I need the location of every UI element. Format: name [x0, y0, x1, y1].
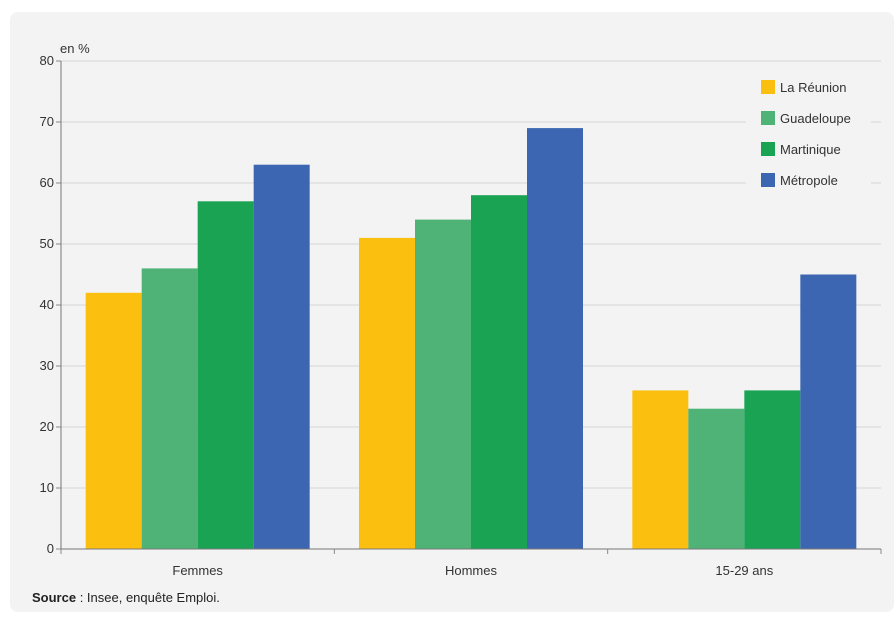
y-tick-label: 10 — [40, 480, 54, 495]
y-tick-label: 30 — [40, 358, 54, 373]
bar — [141, 268, 198, 549]
x-tick-label: Femmes — [172, 563, 223, 578]
legend-label: Martinique — [780, 142, 841, 157]
bar — [471, 195, 527, 549]
x-tick-label: Hommes — [445, 563, 498, 578]
legend-label: Guadeloupe — [780, 111, 851, 126]
bar — [415, 219, 471, 549]
y-tick-label: 70 — [40, 114, 54, 129]
y-tick-label: 80 — [40, 53, 54, 68]
y-tick-label: 20 — [40, 419, 54, 434]
legend-label: La Réunion — [780, 80, 847, 95]
bar — [197, 201, 254, 550]
bar — [688, 408, 745, 549]
x-axis-ticks: Femmes Hommes 15-29 ans — [60, 549, 882, 578]
y-tick-label: 50 — [40, 236, 54, 251]
bar — [800, 274, 857, 549]
bar — [359, 237, 415, 549]
legend-swatch — [761, 173, 775, 187]
bar — [253, 164, 310, 549]
source-label: Source — [32, 590, 77, 605]
bar — [632, 390, 689, 549]
y-tick-label: 40 — [40, 297, 54, 312]
axes — [60, 61, 881, 550]
bar — [744, 390, 801, 549]
legend-swatch — [761, 142, 775, 156]
bars — [85, 128, 857, 550]
source-text: : Insee, enquête Emploi. — [76, 590, 220, 605]
y-tick-label: 60 — [40, 175, 54, 190]
bar — [85, 292, 142, 549]
y-axis-label: en % — [60, 41, 90, 56]
y-axis-ticks: 0 10 20 30 40 50 60 70 80 — [40, 53, 61, 556]
legend: La Réunion Guadeloupe Martinique Métropole — [746, 70, 871, 200]
y-tick-label: 0 — [47, 541, 54, 556]
legend-swatch — [761, 80, 775, 94]
legend-swatch — [761, 111, 775, 125]
legend-label: Métropole — [780, 173, 838, 188]
bar — [527, 128, 583, 549]
source-note: Source : Insee, enquête Emploi. — [32, 590, 220, 605]
x-tick-label: 15-29 ans — [715, 563, 773, 578]
